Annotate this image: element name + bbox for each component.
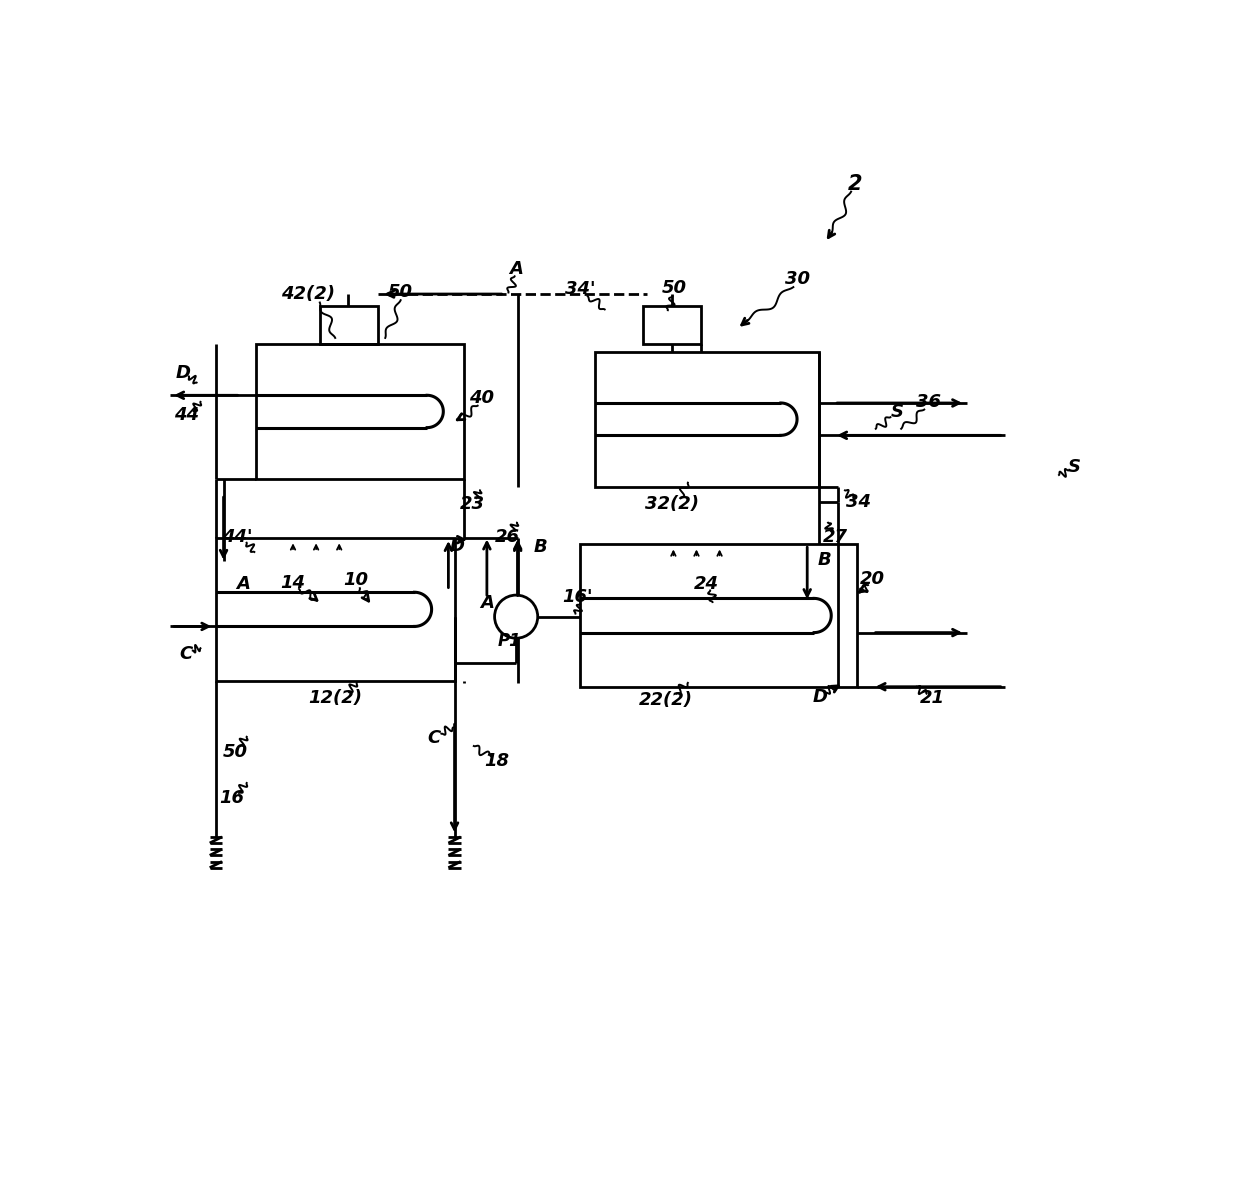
Text: 2: 2 [848, 174, 862, 194]
Text: C: C [180, 645, 192, 663]
Text: 16': 16' [563, 588, 593, 605]
Text: A: A [236, 576, 249, 594]
Text: 24: 24 [694, 576, 719, 594]
Text: 32(2): 32(2) [646, 495, 699, 513]
Text: 20: 20 [861, 570, 885, 588]
Text: 10: 10 [343, 572, 368, 590]
Bar [644, 306, 701, 344]
Bar [580, 544, 857, 687]
Bar [320, 306, 377, 344]
Bar [255, 344, 464, 478]
Text: B: B [534, 538, 548, 556]
Text: 34: 34 [846, 493, 872, 511]
Text: 16: 16 [218, 789, 244, 807]
Text: 50: 50 [223, 743, 248, 761]
Text: 18: 18 [485, 753, 510, 771]
Text: P1: P1 [497, 632, 521, 650]
Bar [216, 538, 455, 681]
Text: 40: 40 [469, 388, 494, 406]
Text: 14: 14 [280, 574, 305, 592]
Text: 36: 36 [915, 393, 941, 411]
Text: D: D [812, 688, 828, 706]
Text: 50: 50 [661, 279, 687, 297]
Text: 12(2): 12(2) [309, 689, 362, 707]
Text: 44': 44' [222, 528, 253, 546]
Text: 22(2): 22(2) [640, 691, 693, 709]
Text: A: A [480, 594, 494, 611]
Text: C: C [427, 729, 440, 747]
Text: S: S [1068, 458, 1081, 476]
Text: 44: 44 [174, 406, 200, 424]
Text: A: A [510, 260, 523, 278]
Text: 27: 27 [823, 528, 848, 546]
Text: B: B [818, 550, 832, 568]
Text: 23: 23 [460, 495, 485, 513]
Bar [595, 351, 818, 487]
Text: D: D [176, 363, 191, 381]
Text: 26: 26 [495, 528, 520, 546]
Text: 30: 30 [785, 270, 810, 288]
Text: 50: 50 [388, 283, 413, 301]
Text: D: D [449, 537, 464, 555]
Text: S: S [890, 403, 904, 421]
Text: 42(2): 42(2) [281, 285, 335, 303]
Text: 21: 21 [919, 689, 945, 707]
Text: 34': 34' [564, 279, 595, 297]
